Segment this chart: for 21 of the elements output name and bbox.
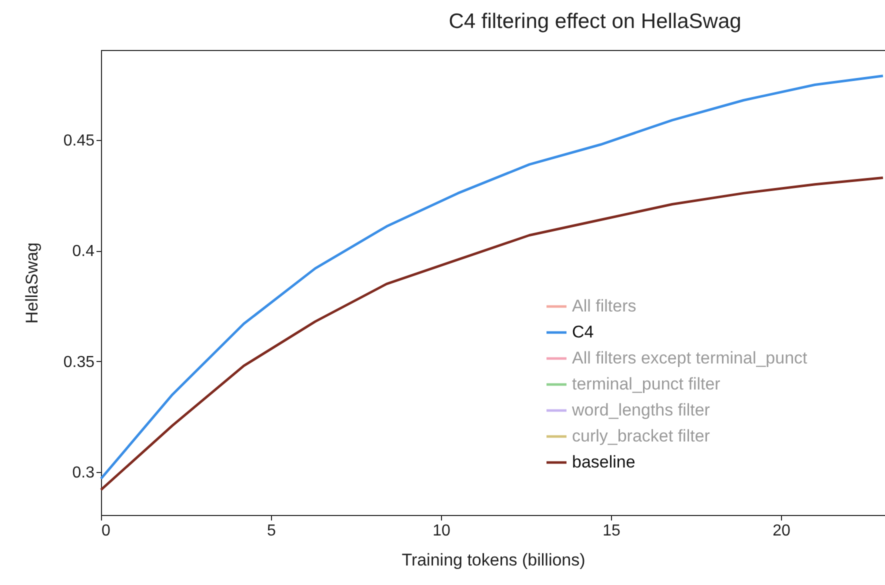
y-tick-label: 0.4 bbox=[72, 243, 95, 260]
legend-label: curly_bracket filter bbox=[572, 426, 710, 446]
line-series bbox=[100, 176, 884, 492]
legend-label: C4 bbox=[572, 322, 594, 342]
x-tick-label: 10 bbox=[432, 522, 450, 540]
legend-label: word_lengths filter bbox=[571, 400, 710, 420]
legend-label: All filters except terminal_punct bbox=[572, 348, 808, 368]
x-axis-title: Training tokens (billions) bbox=[402, 550, 586, 570]
legend-label: All filters bbox=[572, 296, 636, 316]
x-tick-label: 0 bbox=[102, 522, 110, 540]
y-tick-label: 0.35 bbox=[63, 354, 95, 371]
line-series bbox=[100, 74, 884, 480]
x-tick-label: 15 bbox=[602, 522, 620, 540]
chart-title: C4 filtering effect on HellaSwag bbox=[448, 10, 742, 33]
legend-label: terminal_punct filter bbox=[572, 374, 721, 394]
y-tick-label: 0.45 bbox=[63, 132, 95, 150]
y-axis-title: HellaSwag bbox=[22, 242, 42, 324]
x-tick-label: 20 bbox=[772, 522, 790, 540]
x-tick-label: 5 bbox=[267, 522, 276, 540]
y-tick-label: 0.3 bbox=[72, 464, 95, 482]
legend-label: baseline bbox=[572, 452, 636, 472]
